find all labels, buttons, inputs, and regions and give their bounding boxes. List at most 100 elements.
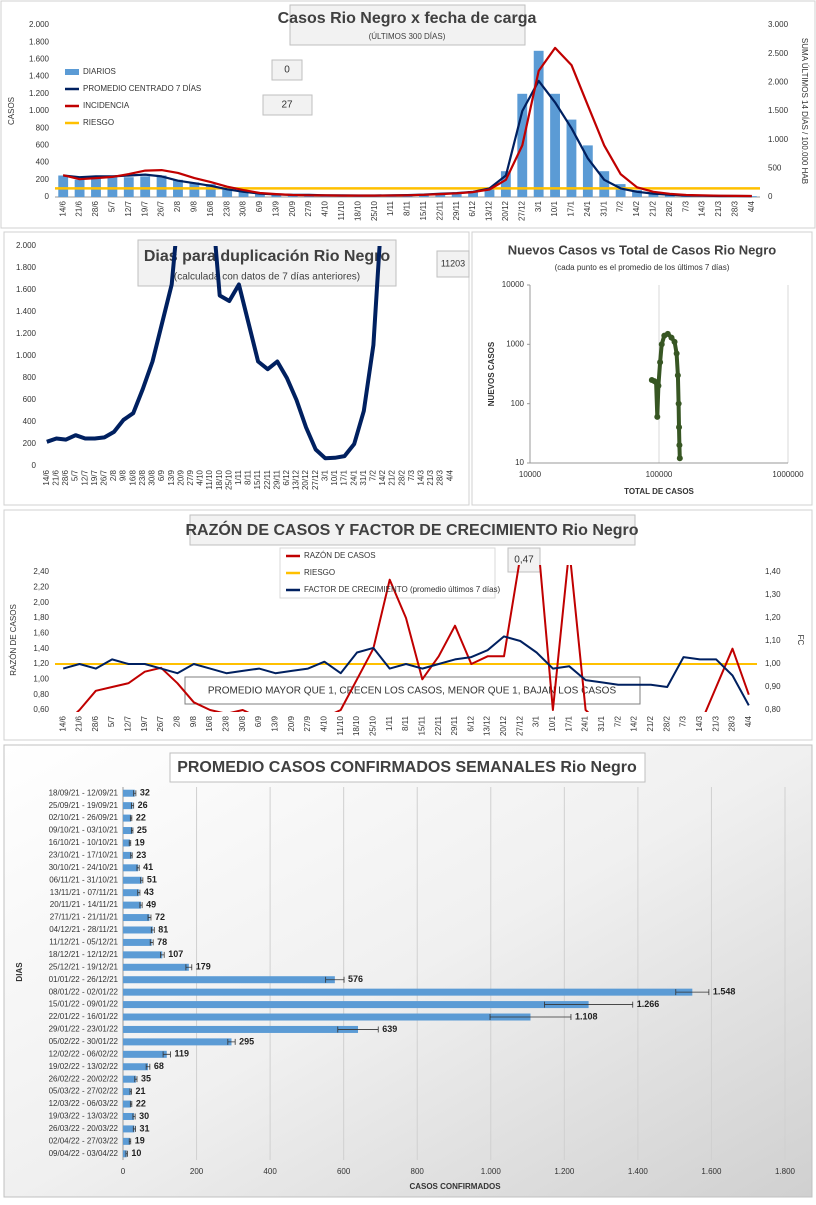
tick-label: 1.200 — [16, 329, 37, 338]
x-tick-label: 1.600 — [701, 1167, 722, 1176]
tick-label: 2,40 — [33, 567, 49, 576]
bar — [123, 1063, 149, 1071]
x-tick-label: 26/7 — [100, 469, 109, 485]
tick-label: 2.500 — [768, 49, 789, 58]
x-tick-label: 31/1 — [599, 200, 608, 216]
tick-label: 1,20 — [33, 659, 49, 668]
x-tick-label: 21/3 — [426, 469, 435, 485]
y-tick-label: 100 — [511, 399, 525, 408]
tick-label: 2.000 — [29, 20, 50, 29]
error-bar — [125, 1150, 128, 1157]
x-tick-label: 12/7 — [124, 200, 133, 216]
value-label: 26 — [138, 800, 148, 810]
x-tick-label: 15/11 — [253, 469, 262, 489]
legend-label: FACTOR DE CRECIMIENTO (promedio últimos … — [304, 585, 501, 594]
tick-label: 1.400 — [16, 307, 37, 316]
bar — [205, 184, 216, 197]
x-tick-label: 6/9 — [254, 715, 263, 727]
value-label: 22 — [136, 812, 146, 822]
point — [676, 424, 683, 431]
annotation-box — [262, 94, 313, 116]
legend-label: INCIDENCIA — [83, 101, 130, 110]
tick-label: 0 — [768, 192, 773, 201]
x-tick-label: 13/12 — [483, 715, 492, 736]
x-tick-label: 28/3 — [436, 469, 445, 485]
x-tick-label: 600 — [337, 1167, 351, 1176]
x-tick-label: 28/2 — [662, 715, 671, 731]
x-tick-label: 9/8 — [189, 715, 198, 727]
annotation-box — [436, 250, 470, 278]
x-tick-label: 14/3 — [695, 715, 704, 731]
error-bar — [185, 964, 193, 971]
value-label: 295 — [239, 1036, 254, 1046]
value-label: 19 — [135, 837, 145, 847]
x-tick-label: 21/2 — [649, 200, 658, 216]
y-tick-label: 02/04/22 - 27/03/22 — [49, 1136, 119, 1145]
value-label: 43 — [144, 887, 154, 897]
bar — [123, 889, 139, 897]
x-tick-label: 20/9 — [287, 715, 296, 731]
y-tick-label: 16/10/21 - 10/10/21 — [49, 838, 119, 847]
tick-label: 0,60 — [33, 705, 49, 714]
y2-axis-label: FC — [796, 635, 805, 646]
value-label: 179 — [196, 962, 211, 972]
y2-axis-label: SUMA ÚLTIMOS 14 DÍAS / 100.000 HAB — [800, 38, 809, 184]
x-tick-label: 14/2 — [632, 200, 641, 216]
x-tick-label: 21/6 — [75, 715, 84, 731]
x-tick-label: 8/11 — [401, 715, 410, 731]
value-label: 25 — [137, 825, 147, 835]
x-tick-label: 21/6 — [75, 200, 84, 216]
x-tick-label: 17/1 — [564, 715, 573, 731]
x-tick-label: 1.200 — [554, 1167, 575, 1176]
chart-title: PROMEDIO CASOS CONFIRMADOS SEMANALES Rio… — [177, 759, 637, 776]
bar — [123, 864, 139, 872]
bar — [123, 814, 132, 822]
bar — [566, 119, 577, 197]
title-box — [189, 514, 636, 546]
error-bar — [130, 852, 133, 859]
bar — [582, 145, 593, 197]
x-tick-label: 21/6 — [52, 469, 61, 485]
value-label: 21 — [135, 1086, 145, 1096]
x-tick-label: 16/8 — [205, 715, 214, 731]
x-tick-label: 6/9 — [157, 469, 166, 481]
value-label: 51 — [147, 875, 157, 885]
bar — [107, 177, 118, 197]
value-label: 1.548 — [713, 987, 736, 997]
x-tick-label: 1.800 — [775, 1167, 796, 1176]
tick-label: 1,00 — [765, 659, 781, 668]
y-tick-label: 19/02/22 - 13/02/22 — [49, 1062, 119, 1071]
x-tick-label: 10000 — [519, 470, 542, 479]
bar — [615, 184, 626, 197]
x-tick-label: 20/12 — [301, 469, 310, 490]
y-tick-label: 06/11/21 - 31/10/21 — [49, 875, 118, 884]
bar — [123, 1013, 531, 1021]
y-tick-label: 12/02/22 - 06/02/22 — [49, 1049, 119, 1058]
point — [658, 341, 665, 348]
x-tick-label: 10/1 — [330, 469, 339, 485]
value-label: 119 — [174, 1049, 189, 1059]
value-label: 31 — [140, 1123, 150, 1133]
bar — [468, 190, 478, 197]
x-tick-label: 5/7 — [107, 200, 116, 212]
value-label: 30 — [139, 1111, 149, 1121]
x-tick-label: 800 — [411, 1167, 425, 1176]
x-tick-label: 23/8 — [222, 200, 231, 216]
note: PROMEDIO MAYOR QUE 1, CRECEN LOS CASOS, … — [208, 686, 617, 697]
tick-label: 0,80 — [765, 705, 781, 714]
tick-label: 600 — [36, 141, 50, 150]
x-tick-label: 28/6 — [91, 715, 100, 731]
y-tick-label: 22/01/22 - 16/01/22 — [49, 1012, 119, 1021]
tick-label: 0,80 — [33, 690, 49, 699]
y-tick-label: 09/04/22 - 03/04/22 — [49, 1149, 119, 1158]
error-bar — [140, 877, 144, 884]
point — [668, 334, 675, 341]
x-tick-label: 2/8 — [173, 200, 182, 212]
tick-label: 600 — [23, 395, 37, 404]
x-axis-label: CASOS CONFIRMADOS — [409, 1182, 501, 1191]
x-tick-label: 9/8 — [119, 469, 128, 481]
y-tick-label: 09/10/21 - 03/10/21 — [49, 826, 119, 835]
bar — [123, 177, 134, 197]
bar — [123, 963, 189, 971]
x-tick-label: 9/8 — [189, 200, 198, 212]
